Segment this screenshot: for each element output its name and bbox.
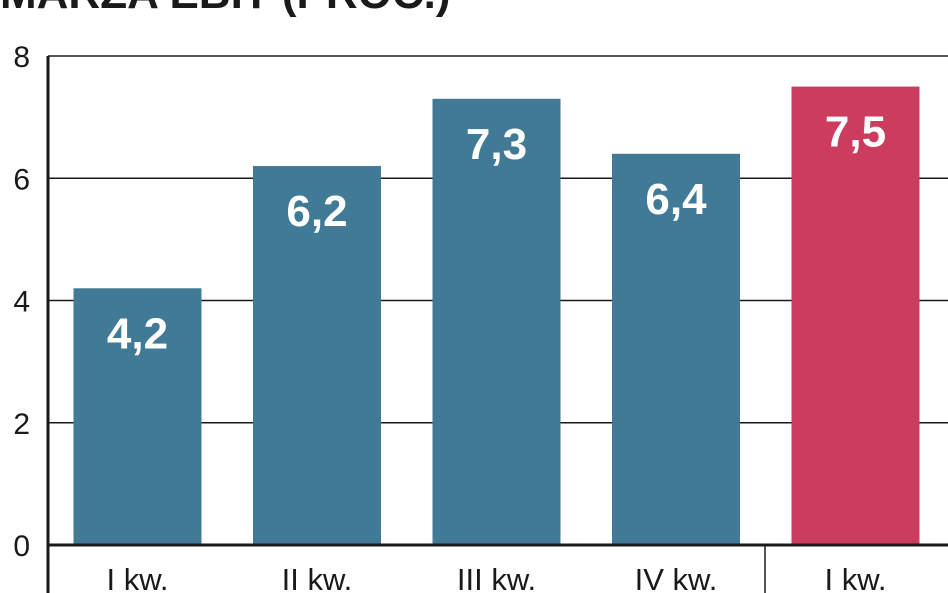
x-category-label-2: II kw. bbox=[282, 562, 353, 593]
x-category-label-1: I kw. bbox=[106, 562, 168, 593]
axes: 0 2 4 6 8 I kw. II kw. III kw. IV kw. I kw. bbox=[13, 41, 948, 593]
bar-value-label-3: 7,3 bbox=[466, 120, 527, 169]
y-tick-label-4: 4 bbox=[13, 286, 30, 319]
value-labels: 4,2 6,2 7,3 6,4 7,5 bbox=[107, 108, 886, 359]
y-tick-label-2: 2 bbox=[13, 408, 30, 441]
bars bbox=[73, 86, 920, 546]
bar-value-label-1: 4,2 bbox=[107, 309, 168, 358]
x-category-label-4: IV kw. bbox=[635, 562, 718, 593]
y-tick-label-8: 8 bbox=[13, 41, 30, 74]
bar-value-label-2: 6,2 bbox=[286, 187, 347, 236]
bar-value-label-5: 7,5 bbox=[825, 108, 886, 157]
chart-title: MARŻA EBIT (PROC.) bbox=[0, 0, 451, 18]
x-category-label-5: I kw. bbox=[824, 562, 886, 593]
bar-3 bbox=[432, 98, 561, 545]
bar-value-label-4: 6,4 bbox=[645, 175, 707, 224]
x-category-label-3: III kw. bbox=[457, 562, 536, 593]
bar-4 bbox=[612, 153, 740, 546]
y-tick-label-0: 0 bbox=[13, 530, 30, 563]
bar-2 bbox=[253, 166, 381, 545]
bar-5 bbox=[791, 86, 920, 545]
bar-1 bbox=[73, 288, 202, 545]
y-tick-label-6: 6 bbox=[13, 163, 30, 196]
